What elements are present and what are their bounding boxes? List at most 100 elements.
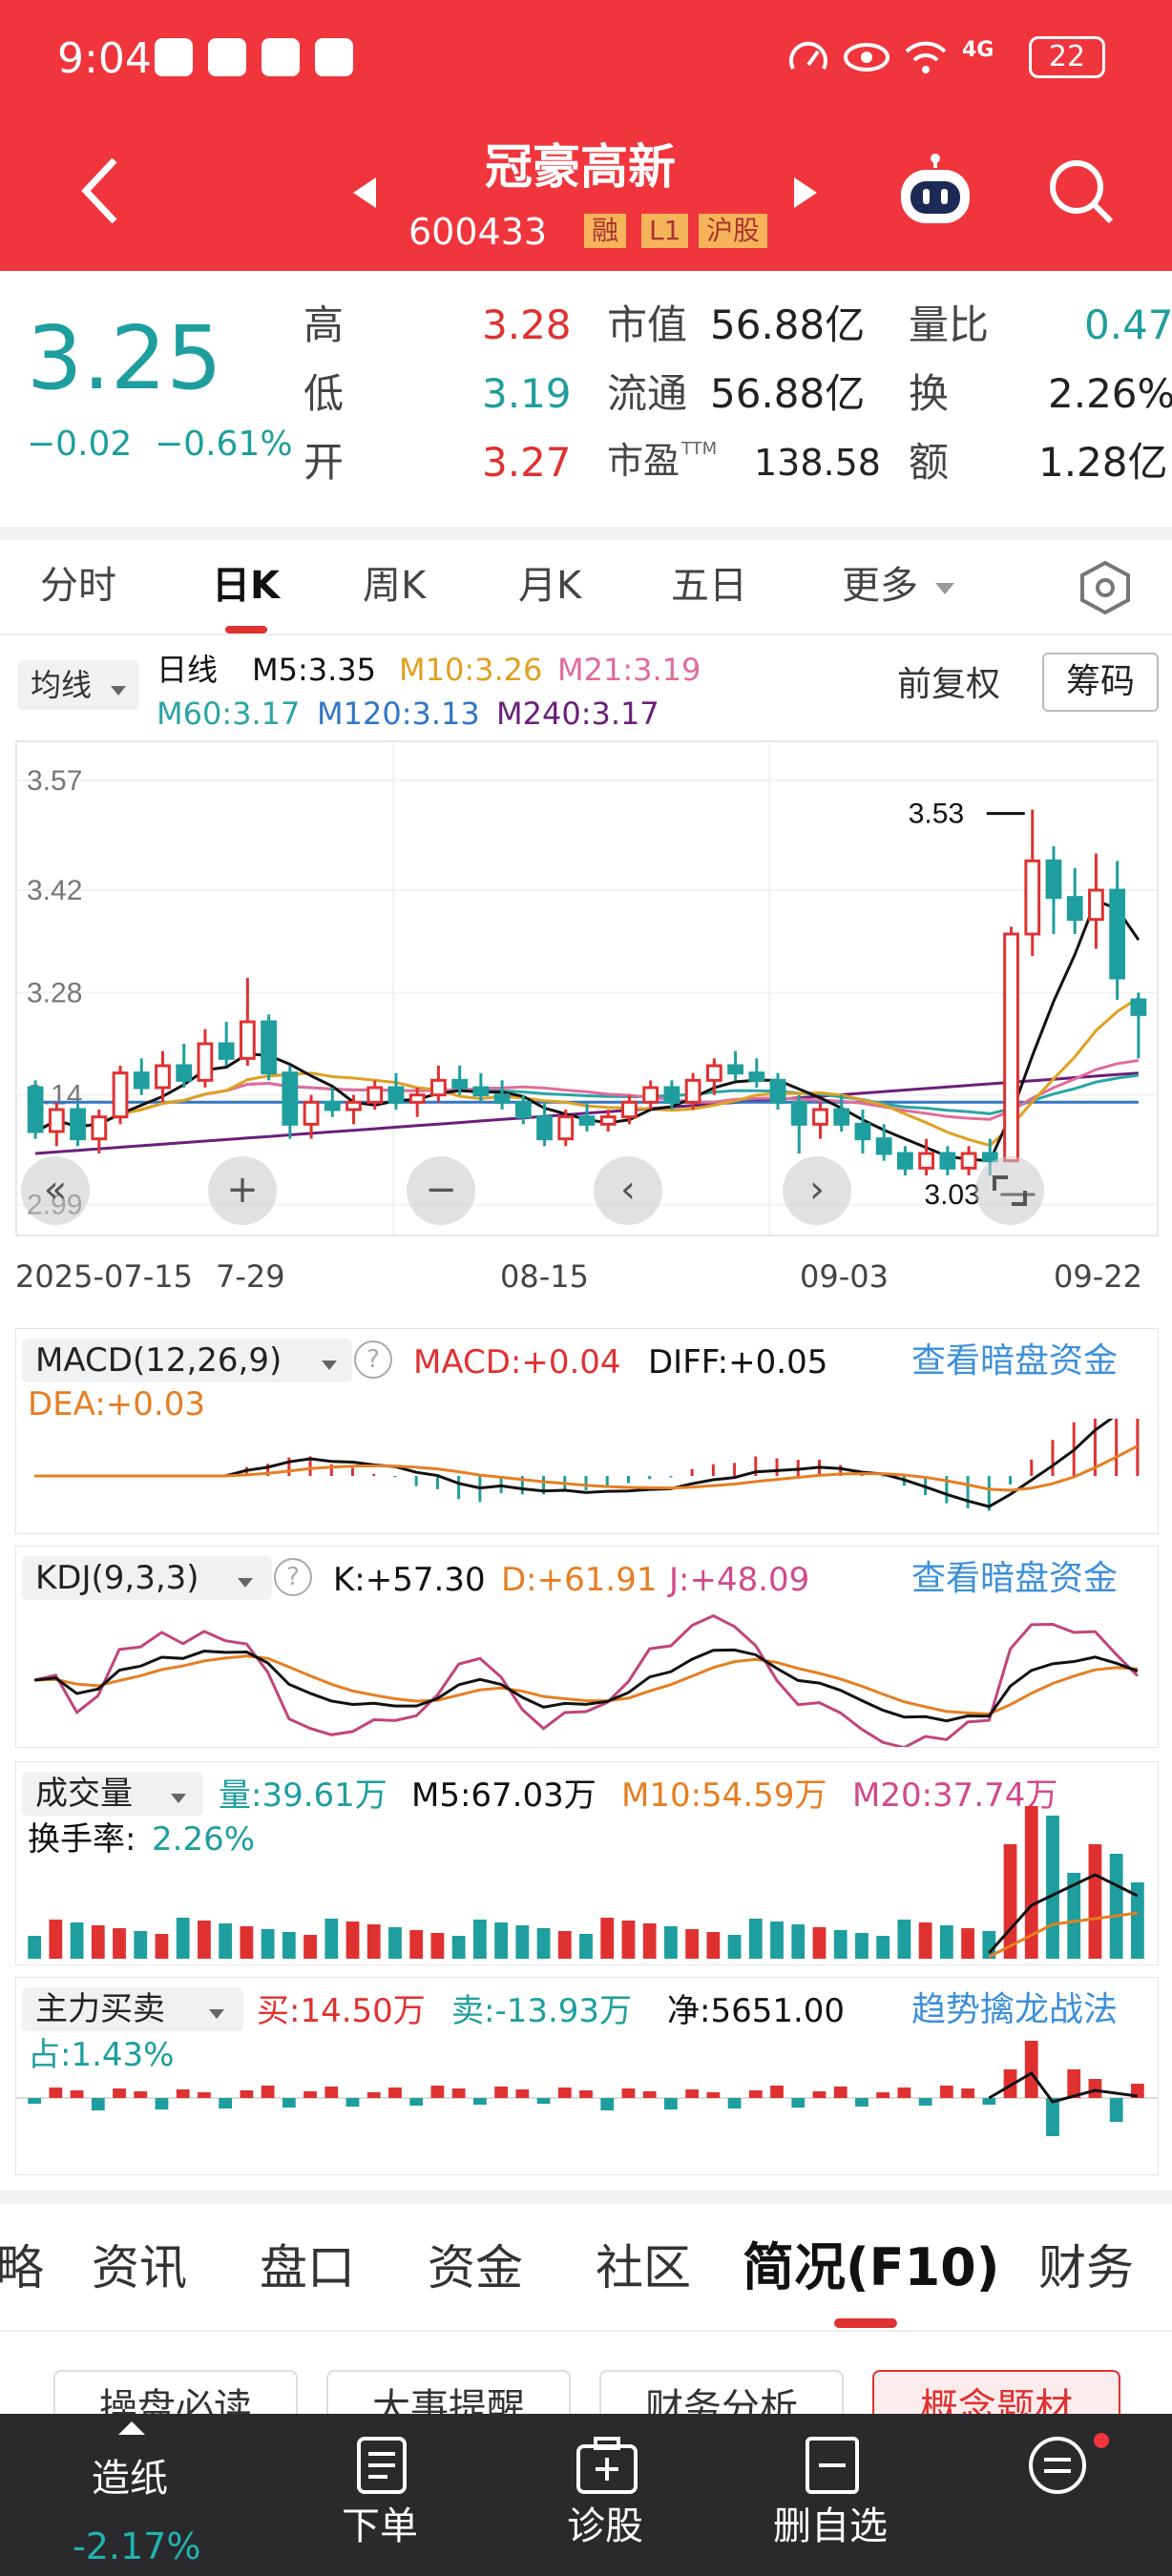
main-force-selector[interactable]: 主力买卖 xyxy=(22,1987,243,2031)
tab-funds[interactable]: 资金 xyxy=(428,2240,523,2296)
chart-control-button xyxy=(208,1156,277,1225)
x-axis-labels: 2025-07-15 7-29 08-15 09-03 09-22 xyxy=(0,1252,1172,1299)
help-icon[interactable]: ? xyxy=(274,1558,312,1596)
chip-concept[interactable]: 概念题材 xyxy=(872,2370,1120,2414)
macd-selector[interactable]: MACD(12,26,9) xyxy=(22,1339,352,1382)
adjust-mode[interactable]: 前复权 xyxy=(897,665,1001,704)
main-force-bar xyxy=(621,2088,636,2098)
search-icon[interactable] xyxy=(1046,156,1117,227)
candle-up xyxy=(239,1020,256,1060)
industry-name[interactable]: 造纸 xyxy=(92,2457,168,2501)
main-force-bar xyxy=(918,2098,932,2106)
chips-button[interactable]: 筹码 xyxy=(1042,653,1159,712)
notification-dot xyxy=(1094,2433,1109,2448)
y-tick-label: 3.42 xyxy=(27,875,82,906)
ma120-value: M120:3.13 xyxy=(317,696,480,732)
candle-down xyxy=(218,1042,235,1060)
tab-weekly-k[interactable]: 周K xyxy=(363,564,427,608)
bottom-bar: 造纸 -2.17% 下单 诊股 删自选 xyxy=(0,2414,1172,2576)
volume-panel: 成交量 量:39.61万 M5:67.03万 M10:54.59万 M20:37… xyxy=(15,1761,1159,1965)
tab-monthly-k[interactable]: 月K xyxy=(518,564,582,608)
candle-up xyxy=(705,1064,722,1082)
main-force-bar xyxy=(791,2098,806,2108)
diagnose-label[interactable]: 诊股 xyxy=(567,2504,643,2548)
chip-financial-analysis[interactable]: 财务分析 xyxy=(599,2370,844,2414)
robot-assistant-icon[interactable] xyxy=(895,153,975,229)
k-line xyxy=(33,1648,1139,1723)
tab-f10[interactable]: 简况(F10) xyxy=(743,2237,1000,2297)
remove-watchlist-icon[interactable] xyxy=(804,2435,861,2496)
candle-down xyxy=(472,1086,490,1097)
d-line xyxy=(34,1654,1138,1716)
tab-news[interactable]: 资讯 xyxy=(92,2240,187,2296)
kline-chart[interactable]: 3.573.423.283.142.993.533.03«+−‹› xyxy=(15,740,1159,1236)
candle-up xyxy=(112,1071,129,1119)
chip-events[interactable]: 大事提醒 xyxy=(326,2370,571,2414)
remove-watchlist-label[interactable]: 删自选 xyxy=(773,2504,888,2548)
volume-bar-up xyxy=(113,1928,126,1959)
candle-down xyxy=(663,1086,680,1104)
tab-more[interactable]: 更多 xyxy=(842,564,918,608)
dark-pool-link[interactable]: 查看暗盘资金 xyxy=(911,1559,1119,1598)
candle-down xyxy=(833,1108,850,1126)
eye-icon xyxy=(843,42,890,73)
main-force-bar xyxy=(324,2087,339,2098)
x-tick-label: 09-03 xyxy=(800,1258,889,1295)
volume-bar-down xyxy=(833,1930,848,1959)
candle-down xyxy=(282,1071,299,1126)
candle-up xyxy=(303,1100,320,1126)
volume-selector[interactable]: 成交量 xyxy=(22,1772,203,1816)
main-force-bar xyxy=(855,2098,869,2107)
order-label[interactable]: 下单 xyxy=(342,2504,418,2548)
strategy-link[interactable]: 趋势擒龙战法 xyxy=(911,1990,1119,2029)
main-force-bar xyxy=(961,2088,974,2098)
tab-five-day[interactable]: 五日 xyxy=(671,564,747,608)
chevron-down-icon xyxy=(322,1356,337,1374)
prev-stock-icon[interactable] xyxy=(349,174,378,212)
volume-bar-down xyxy=(1109,1854,1123,1959)
speed-icon xyxy=(787,38,829,76)
tab-strategy[interactable]: 略 xyxy=(0,2240,44,2296)
volume-bar-up xyxy=(366,1924,381,1959)
tag-level: L1 xyxy=(641,214,689,248)
candle-down xyxy=(70,1108,86,1141)
main-sell: 卖:-13.93万 xyxy=(451,1992,633,2030)
volume-ma10-line xyxy=(988,1911,1139,1959)
diagnose-icon[interactable] xyxy=(575,2435,639,2496)
period-tabs: 分时 日K 周K 月K 五日 更多 xyxy=(0,540,1172,635)
chevron-down-icon xyxy=(935,580,954,598)
float-label: 流通 xyxy=(607,370,688,417)
ma-selector[interactable]: 均线 xyxy=(17,660,139,710)
next-stock-icon[interactable] xyxy=(792,174,821,212)
chart-control-button xyxy=(21,1156,90,1225)
tab-daily-k[interactable]: 日K xyxy=(212,564,280,608)
tab-intraday[interactable]: 分时 xyxy=(40,564,116,608)
period-label: 日线 xyxy=(157,652,219,688)
candle-down xyxy=(981,1152,998,1163)
tab-finance[interactable]: 财务 xyxy=(1038,2240,1134,2296)
volume-bar-up xyxy=(1088,1844,1102,1959)
volume-bar-down xyxy=(472,1920,487,1959)
volume-bar-up xyxy=(557,1931,572,1959)
back-arrow-icon[interactable] xyxy=(76,153,124,229)
kdj-selector[interactable]: KDJ(9,3,3) xyxy=(22,1556,272,1600)
settings-hexagon-icon[interactable] xyxy=(1078,559,1132,616)
ma10-value: M10:3.26 xyxy=(399,652,543,688)
dark-pool-link[interactable]: 查看暗盘资金 xyxy=(911,1341,1119,1381)
tab-order-book[interactable]: 盘口 xyxy=(260,2240,355,2296)
menu-circle-icon[interactable] xyxy=(1027,2435,1088,2496)
top-header: 9:04 4G 22 冠豪高新 600433 融 L1 沪股 xyxy=(0,0,1172,271)
volume-bar-up xyxy=(600,1918,615,1959)
candle-up xyxy=(345,1100,362,1111)
help-icon[interactable]: ? xyxy=(354,1340,392,1379)
order-icon[interactable] xyxy=(355,2435,408,2496)
candle-up xyxy=(684,1078,701,1104)
turnover-rate-label: 换手率: xyxy=(28,1820,136,1859)
chevron-down-icon xyxy=(171,1789,186,1807)
candle-down xyxy=(578,1115,596,1126)
chevron-down-icon xyxy=(209,2005,224,2023)
tag-margin: 融 xyxy=(584,214,627,248)
macd-chart xyxy=(34,1419,1140,1511)
tab-community[interactable]: 社区 xyxy=(596,2240,691,2296)
chip-trading-guide[interactable]: 操盘必读 xyxy=(53,2370,298,2414)
